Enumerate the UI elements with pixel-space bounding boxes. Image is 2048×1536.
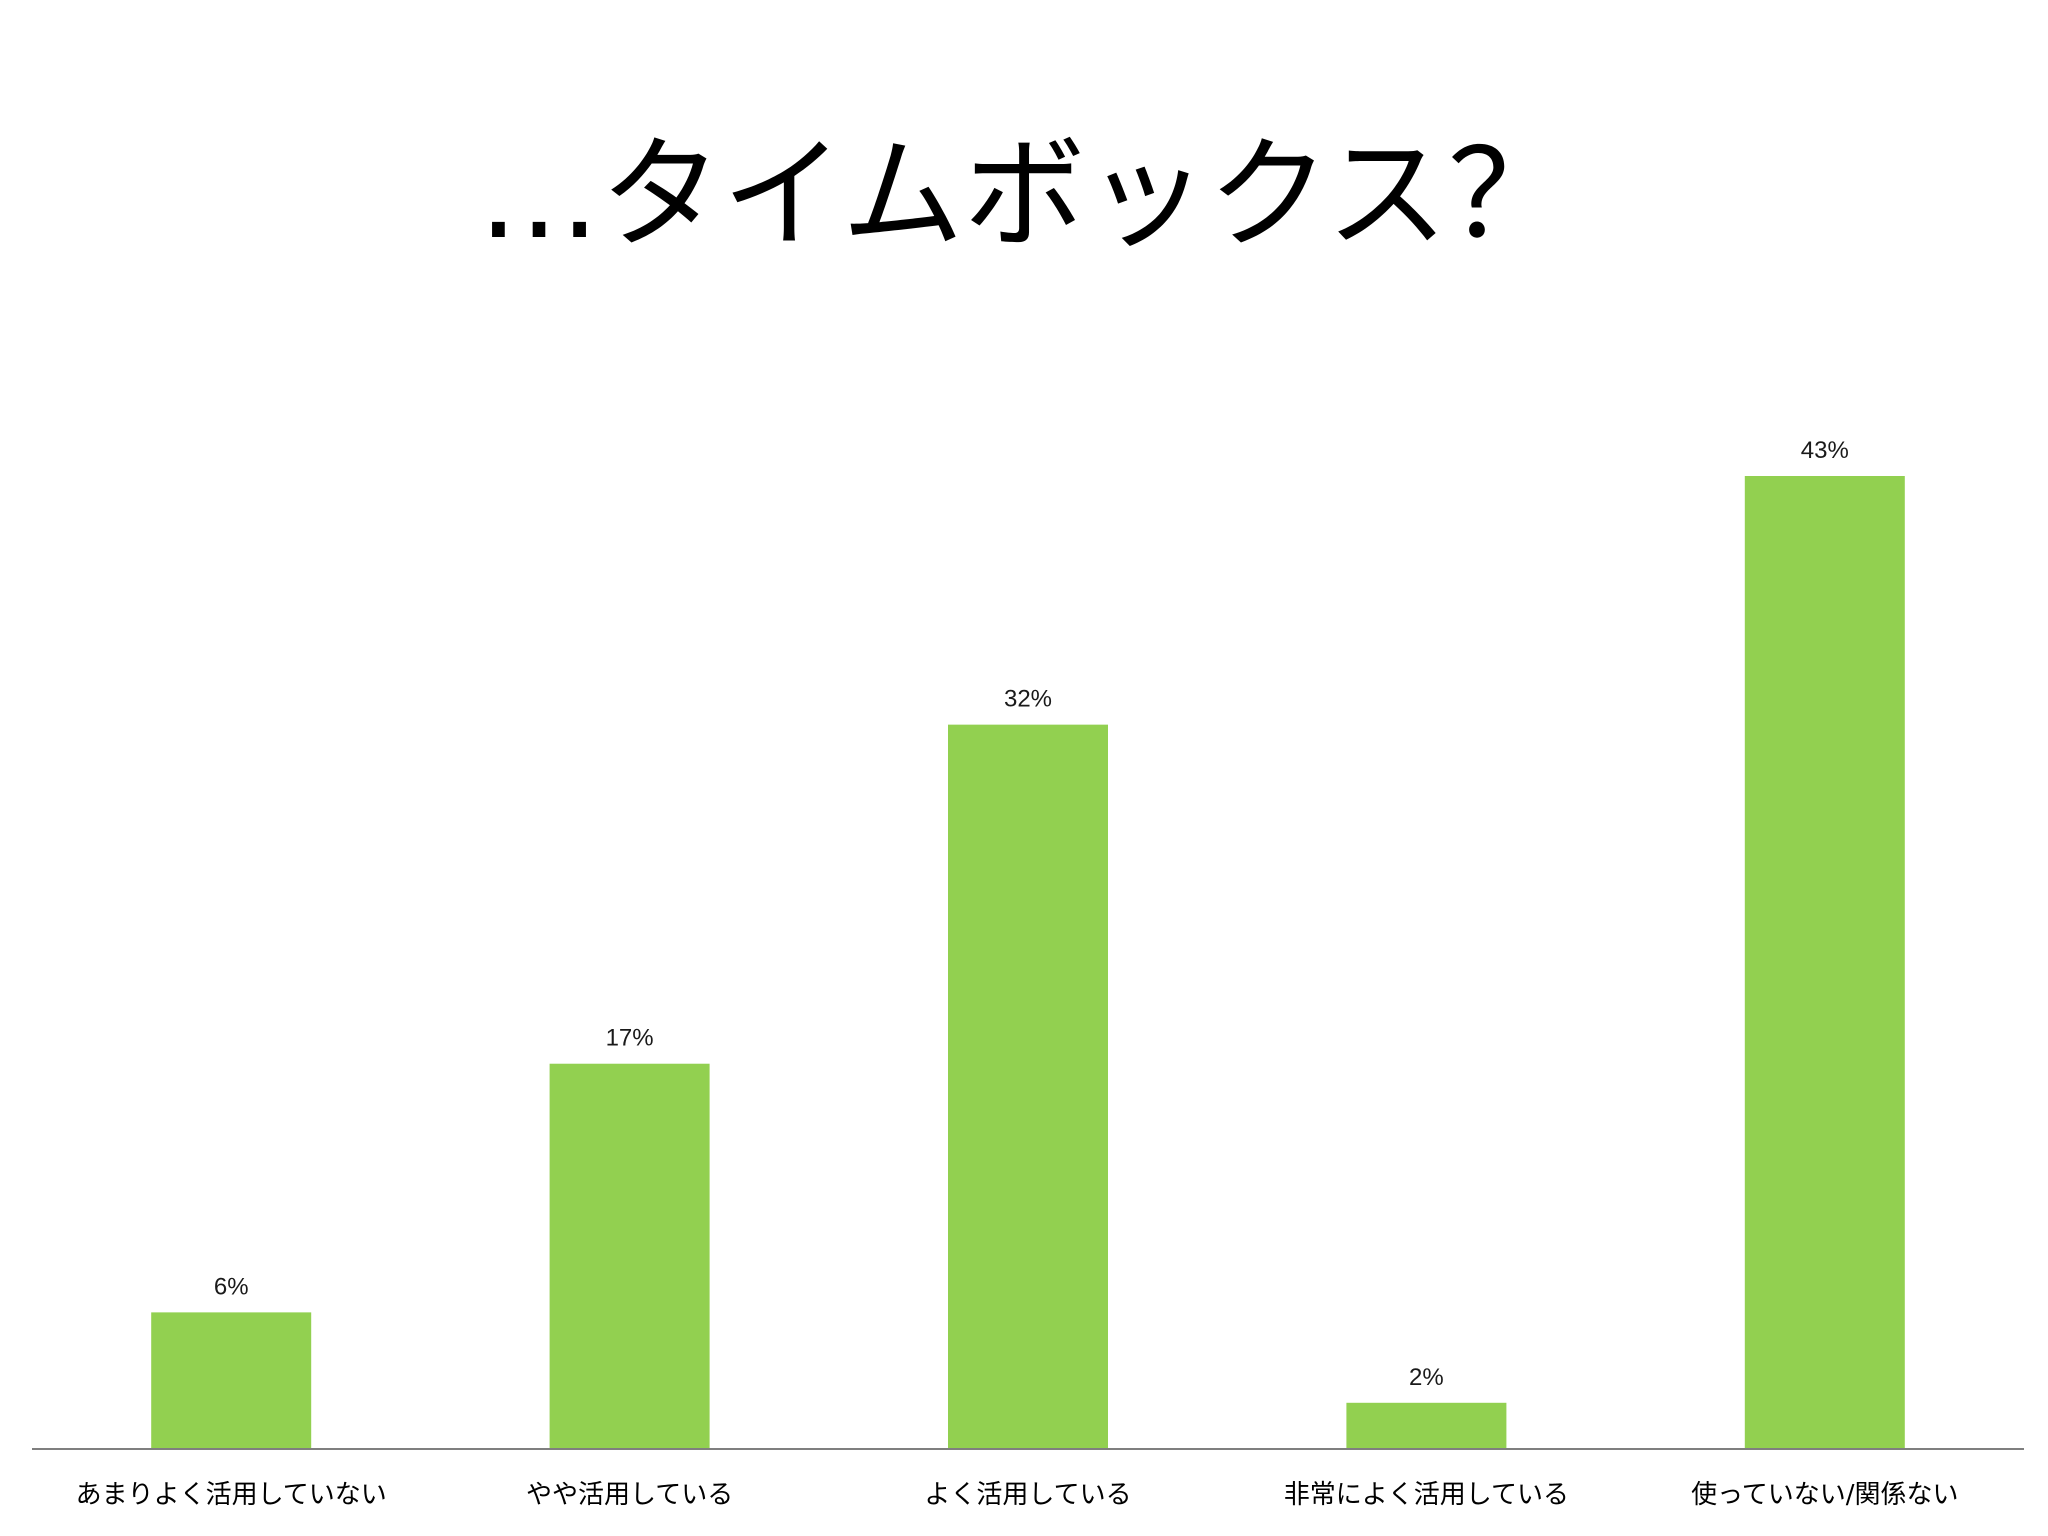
bar	[1744, 476, 1905, 1448]
category-labels-group: あまりよく活用していない やや活用している よく活用している 非常によく活用している 使…	[76, 1480, 1959, 1510]
bars-group	[151, 476, 1905, 1448]
bar	[1346, 1402, 1507, 1448]
category-label: あまりよく活用していない	[76, 1480, 387, 1510]
data-label: 17%	[606, 1025, 654, 1052]
data-label: 2%	[1409, 1364, 1444, 1391]
category-label: やや活用している	[526, 1480, 733, 1510]
data-label: 32%	[1004, 686, 1052, 713]
slide-title: …タイムボックス？	[478, 124, 1570, 266]
category-label: 非常によく活用している	[1284, 1480, 1569, 1510]
value-labels-group: 6% 17% 32% 2% 43%	[214, 437, 1849, 1391]
data-label: 43%	[1801, 437, 1849, 464]
bar	[151, 1312, 312, 1448]
bar	[549, 1063, 710, 1448]
category-label: 使っていない/関係ない	[1691, 1480, 1958, 1510]
category-label: よく活用している	[924, 1480, 1131, 1510]
data-label: 6%	[214, 1273, 249, 1300]
bar	[948, 724, 1108, 1448]
